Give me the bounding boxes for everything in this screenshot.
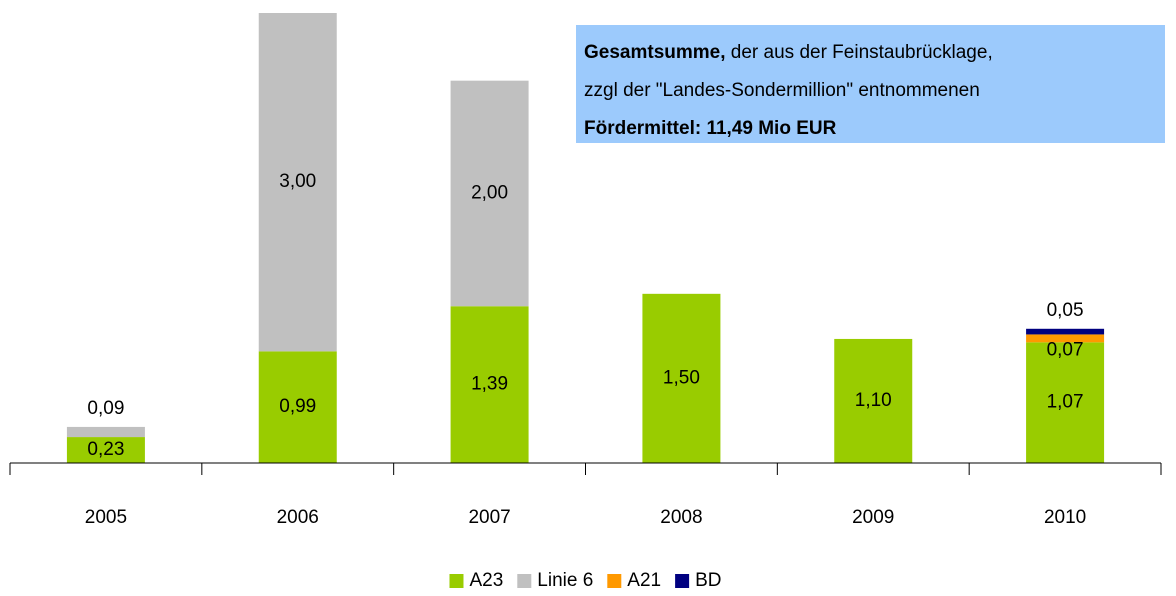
legend-item: A21 [607,570,661,591]
legend-label: A23 [469,570,503,591]
x-tick-label: 2008 [660,507,702,528]
x-tick-label: 2005 [85,507,127,528]
bar-segment [642,293,721,463]
annotation-segment: zzgl der "Landes-Sondermillion" entnomme… [584,80,980,101]
bar-segment [1026,334,1105,343]
bar-segment [258,13,337,352]
annotation-text: zzgl der "Landes-Sondermillion" entnomme… [584,80,980,101]
data-label: 2,00 [471,182,508,203]
data-label: 0,07 [1047,339,1084,360]
data-label: 0,99 [279,396,316,417]
data-label: 1,07 [1047,392,1084,413]
legend-item: BD [675,570,722,591]
x-tick-label: 2007 [468,507,510,528]
legend-label: A21 [627,570,661,591]
bar-segment [834,338,913,463]
data-label: 1,50 [663,367,700,388]
legend-label: BD [695,570,721,591]
x-tick-label: 2006 [277,507,319,528]
annotation-text: Fördermittel: 11,49 Mio EUR [584,118,837,139]
legend-swatch [675,574,690,588]
data-label: 3,00 [279,171,316,192]
legend-label: Linie 6 [537,570,593,591]
data-label: 0,05 [1047,300,1084,321]
annotation-box [576,25,1165,143]
legend-swatch [449,574,464,588]
data-label: 1,10 [855,390,892,411]
bar-segment [66,437,145,463]
legend-swatch [517,574,532,588]
data-label: 1,39 [471,374,508,395]
bar-segment [1026,342,1105,463]
bar-segment [1026,328,1105,335]
bar-segment [66,426,145,438]
legend-swatch [607,574,622,588]
bar-segment [450,306,529,463]
annotation-segment: Gesamtsumme, [584,42,726,63]
bar-segment [258,351,337,463]
x-tick-label: 2010 [1044,507,1086,528]
data-label: 0,23 [87,439,124,460]
annotation-segment: der aus der Feinstaubrücklage, [726,42,993,63]
annotation-text: Gesamtsumme, der aus der Feinstaubrückla… [584,42,993,63]
legend-item: A23 [449,570,503,591]
bar-segment [450,80,529,307]
data-label: 0,09 [87,398,124,419]
annotation-segment: Fördermittel: 11,49 Mio EUR [584,118,837,139]
x-tick-label: 2009 [852,507,894,528]
legend-item: Linie 6 [517,570,593,591]
